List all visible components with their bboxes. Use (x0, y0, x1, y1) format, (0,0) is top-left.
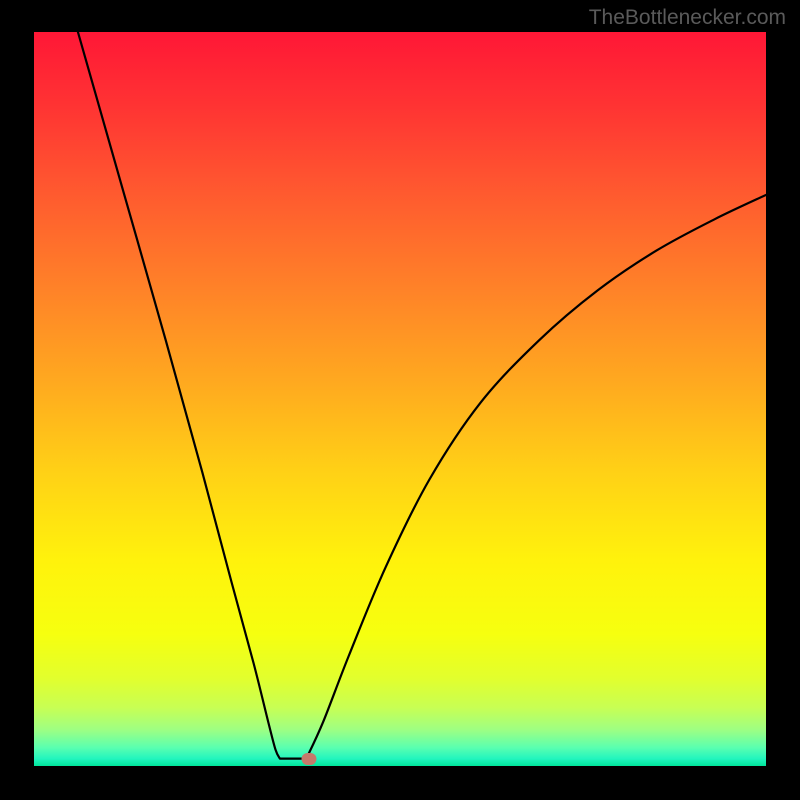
bottleneck-curve (34, 32, 766, 766)
watermark-text: TheBottlenecker.com (589, 6, 786, 30)
chart-plot-area (34, 32, 766, 766)
optimal-point-marker (302, 753, 317, 765)
